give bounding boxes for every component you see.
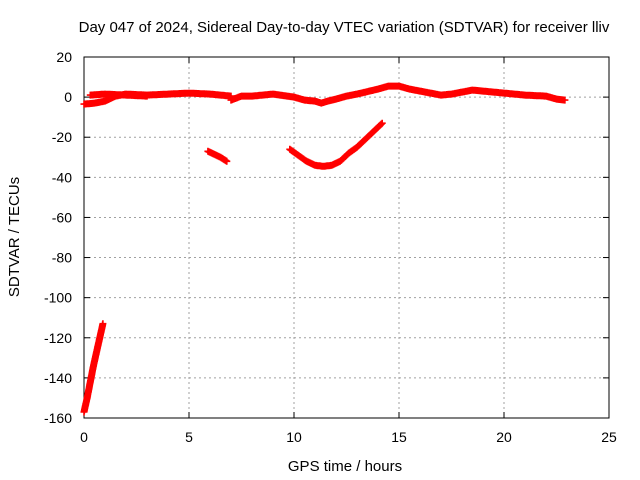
data-point-segment <box>204 147 231 165</box>
data-point-segment <box>286 119 386 170</box>
y-tick-label: 0 <box>64 89 72 105</box>
y-tick-label: -40 <box>52 169 72 185</box>
axis-ticks: 0 5 10 15 20 25 20 0 -20 -40 -60 -80 -100 -120 -140 -16… <box>44 49 617 445</box>
y-tick-label: -60 <box>52 209 72 225</box>
data-point-segment <box>86 90 151 100</box>
y-tick-label: -160 <box>44 410 72 426</box>
grid-lines <box>84 57 609 418</box>
chart-title: Day 047 of 2024, Sidereal Day-to-day VTE… <box>79 19 610 36</box>
data-point-segment <box>80 320 107 416</box>
x-tick-label: 0 <box>80 429 88 445</box>
y-tick-label: -80 <box>52 250 72 266</box>
x-axis-label: GPS time / hours <box>288 458 402 475</box>
plot-area <box>83 56 610 419</box>
y-tick-label: -100 <box>44 290 72 306</box>
x-tick-label: 10 <box>286 429 302 445</box>
y-tick-label: -140 <box>44 370 72 386</box>
data-point-segment <box>227 82 569 107</box>
x-tick-label: 15 <box>391 429 407 445</box>
y-axis-label: SDTVAR / TECUs <box>6 177 23 297</box>
data-points <box>80 82 569 416</box>
y-tick-label: -20 <box>52 129 72 145</box>
y-tick-label: 20 <box>56 49 72 65</box>
x-tick-label: 20 <box>496 429 512 445</box>
y-tick-label: -120 <box>44 330 72 346</box>
x-tick-label: 25 <box>601 429 617 445</box>
x-tick-label: 5 <box>185 429 193 445</box>
